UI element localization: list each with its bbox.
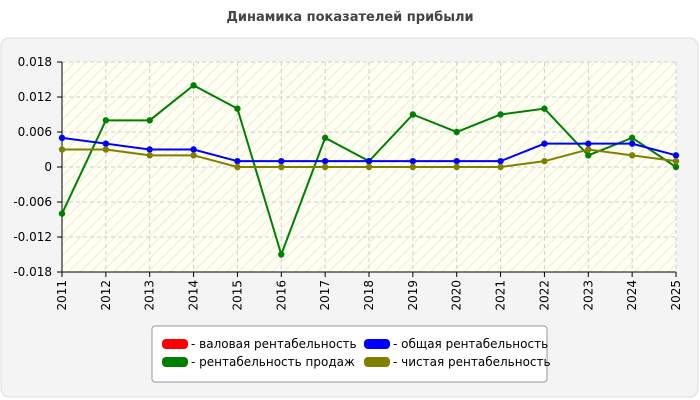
data-point (321, 134, 329, 142)
x-tick-label: 2017 (318, 280, 332, 311)
y-tick-label: 0 (44, 160, 52, 174)
chart-title: Динамика показателей прибыли (226, 10, 474, 25)
x-tick-label: 2016 (274, 280, 288, 311)
x-tick-label: 2019 (406, 280, 420, 311)
data-point (146, 117, 153, 124)
data-point (234, 157, 241, 165)
data-point (497, 157, 504, 165)
legend-swatch (364, 339, 390, 349)
data-point (190, 82, 197, 89)
data-point (190, 152, 197, 159)
data-point (278, 163, 285, 171)
data-point (146, 152, 153, 159)
x-tick-label: 2024 (625, 280, 639, 311)
data-point (102, 146, 110, 153)
x-tick-label: 2011 (55, 280, 69, 311)
y-tick-label: -0.018 (13, 265, 52, 279)
x-tick-label: 2013 (143, 280, 157, 311)
legend-swatch (162, 357, 188, 367)
x-tick-label: 2014 (187, 280, 201, 311)
x-tick-label: 2020 (450, 280, 464, 311)
data-point (585, 152, 592, 159)
y-tick-label: -0.012 (13, 230, 52, 244)
data-point (585, 146, 592, 153)
x-tick-label: 2012 (99, 280, 113, 311)
data-point (672, 163, 680, 171)
data-point (321, 163, 329, 171)
data-point (409, 163, 417, 171)
data-point (453, 163, 460, 171)
data-point (409, 157, 417, 165)
data-point (146, 146, 153, 153)
data-point (672, 157, 680, 165)
legend-swatch (364, 357, 390, 367)
data-point (628, 152, 636, 159)
data-point (365, 157, 373, 165)
data-point (365, 163, 373, 171)
data-point (453, 157, 460, 165)
data-point (190, 146, 197, 153)
data-point (58, 146, 66, 153)
data-point (234, 105, 241, 112)
legend-box (151, 325, 548, 383)
data-point (234, 163, 241, 171)
data-point (102, 117, 110, 124)
legend-label: - общая рентабельность (393, 337, 548, 351)
data-point (628, 134, 636, 142)
x-tick-label: 2021 (494, 280, 508, 311)
data-point (585, 140, 592, 147)
x-tick-label: 2025 (669, 280, 683, 311)
y-tick-label: 0.012 (18, 90, 52, 104)
data-point (672, 152, 680, 159)
data-point (541, 105, 548, 112)
legend-swatch (162, 339, 188, 349)
data-point (58, 210, 66, 217)
y-tick-label: 0.018 (18, 55, 52, 69)
data-point (409, 111, 417, 118)
x-tick-label: 2015 (230, 280, 244, 311)
y-tick-label: -0.006 (13, 195, 52, 209)
x-tick-label: 2018 (362, 280, 376, 311)
data-point (497, 111, 504, 118)
data-point (541, 140, 548, 147)
x-tick-label: 2022 (537, 280, 551, 311)
data-point (628, 140, 636, 147)
data-point (102, 140, 110, 147)
data-point (453, 128, 460, 136)
legend-label: - чистая рентабельность (393, 355, 551, 369)
data-point (278, 157, 285, 165)
data-point (58, 134, 66, 142)
data-point (321, 157, 329, 165)
x-tick-label: 2023 (581, 280, 595, 311)
data-point (278, 251, 285, 258)
data-point (541, 157, 548, 165)
data-point (497, 163, 504, 171)
legend-label: - валовая рентабельность (191, 337, 357, 351)
y-tick-label: 0.006 (18, 125, 52, 139)
legend-label: - рентабельность продаж (191, 355, 355, 369)
